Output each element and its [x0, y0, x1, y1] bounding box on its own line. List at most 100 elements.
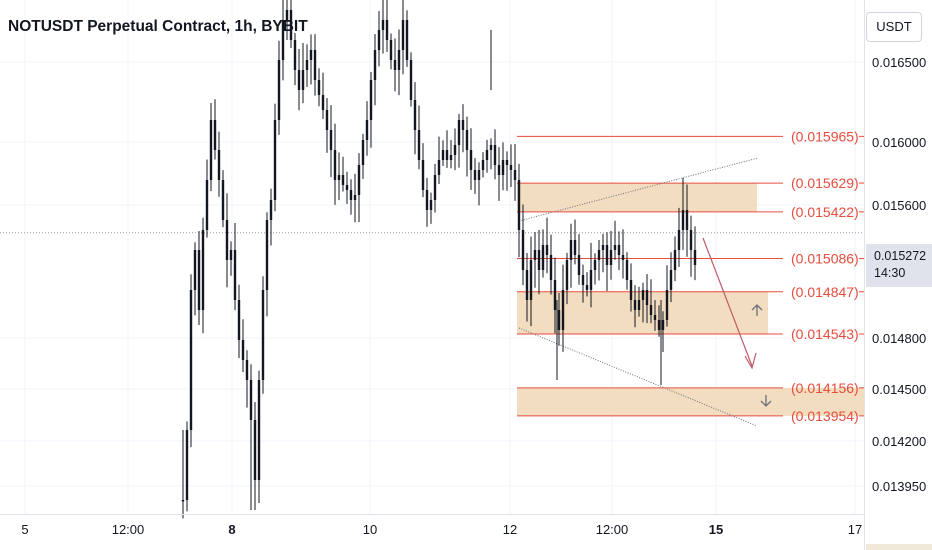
candle-body — [461, 120, 465, 130]
candle-body — [389, 40, 393, 60]
x-tick-label: 8 — [228, 522, 235, 537]
bar-countdown: 14:30 — [874, 266, 906, 280]
candle-body — [277, 60, 281, 120]
candle-body — [493, 145, 497, 165]
candle-body — [397, 50, 401, 70]
candle-body — [441, 150, 445, 160]
candle-body — [673, 250, 677, 270]
candle-body — [585, 285, 589, 290]
x-tick-label: 17 — [848, 522, 862, 537]
level-lines — [517, 135, 864, 417]
down-arrow-icon — [760, 395, 772, 407]
candle-body — [265, 220, 269, 290]
x-tick-label: 12 — [503, 522, 517, 537]
chart-title: NOTUSDT Perpetual Contract, 1h, BYBIT — [8, 18, 308, 35]
candle-body — [629, 280, 633, 300]
candle-body — [625, 260, 629, 280]
candle-body — [513, 170, 517, 180]
candle-body — [565, 260, 569, 290]
candle-body — [669, 270, 673, 290]
x-tick-label: 12:00 — [112, 522, 145, 537]
last-price-tag: 0.015272 14:30 — [866, 244, 932, 287]
candle-body — [445, 150, 449, 160]
candle-body — [613, 245, 617, 250]
candle-body — [581, 275, 585, 285]
candle-body — [677, 230, 681, 250]
candle-body — [305, 60, 309, 70]
corner-marker — [866, 544, 932, 550]
candle-body — [341, 175, 345, 185]
candle-body — [273, 120, 277, 200]
level-label: (0.015629) — [791, 175, 859, 191]
candle-body — [353, 195, 357, 200]
candle-body — [413, 100, 417, 130]
candle-body — [633, 300, 637, 310]
y-tick-label: 0.014500 — [872, 382, 926, 397]
y-tick-label: 0.013950 — [872, 479, 926, 494]
candle-body — [409, 60, 413, 100]
candle-body — [357, 165, 361, 195]
up-arrow-icon — [751, 304, 763, 316]
candle-body — [569, 240, 573, 260]
level-label: (0.014543) — [791, 326, 859, 342]
candle-body — [469, 150, 473, 170]
y-tick-label: 0.016500 — [872, 55, 926, 70]
candle-body — [525, 270, 529, 300]
candle-body — [693, 250, 697, 265]
candle-body — [385, 20, 389, 40]
candle-body — [349, 190, 353, 200]
candle-body — [281, 20, 285, 60]
x-tick-label: 5 — [21, 522, 28, 537]
x-axis: 5 12:00 8 10 12 12:00 15 17 — [21, 522, 862, 537]
candle-body — [505, 160, 509, 165]
candle-body — [509, 165, 513, 170]
candle-body — [593, 260, 597, 270]
candle-body — [241, 340, 245, 360]
x-tick-label: 12:00 — [596, 522, 629, 537]
candle-body — [689, 230, 693, 250]
candle-body — [401, 20, 405, 50]
candle-body — [473, 170, 477, 180]
level-label: (0.015422) — [791, 204, 859, 220]
time-axis-divider — [0, 514, 864, 515]
last-price-value: 0.015272 — [874, 249, 927, 263]
candle-body — [269, 200, 273, 220]
candle-body — [533, 250, 537, 260]
currency-unit-button[interactable]: USDT — [866, 12, 922, 42]
candle-body — [661, 320, 665, 330]
candle-body — [537, 250, 541, 270]
y-tick-label: 0.015600 — [872, 198, 926, 213]
candle-body — [313, 50, 317, 80]
candle-body — [549, 255, 553, 280]
candle-body — [309, 50, 313, 60]
supply-demand-zone — [517, 387, 864, 416]
annotation-arrows — [702, 237, 772, 407]
candle-body — [365, 120, 369, 140]
candle-body — [301, 70, 305, 90]
candle-body — [497, 165, 501, 175]
candle-body — [529, 260, 533, 300]
candle-body — [573, 240, 577, 255]
candle-body — [685, 210, 689, 230]
price-chart[interactable]: (0.015965) (0.015629) (0.015422) (0.015086)… — [0, 0, 864, 550]
candle-body — [453, 145, 457, 155]
candle-body — [205, 180, 209, 230]
candle-body — [605, 245, 609, 265]
candle-body — [545, 245, 549, 255]
x-tick-label: 15 — [709, 522, 723, 537]
level-label: (0.015086) — [791, 251, 859, 267]
candle-body — [645, 290, 649, 305]
candle-body — [481, 160, 485, 170]
price-axis[interactable]: 0.016500 0.016000 0.015600 0.014800 0.014500… — [864, 0, 932, 550]
candle-body — [477, 170, 481, 180]
axis-divider — [864, 0, 865, 550]
candle-body — [317, 80, 321, 95]
candle-body — [553, 280, 557, 310]
candle-body — [429, 200, 433, 210]
candle-body — [197, 250, 201, 310]
y-tick-label: 0.016000 — [872, 135, 926, 150]
candle-body — [589, 270, 593, 290]
candle-body — [653, 315, 657, 320]
candle-body — [465, 130, 469, 150]
candle-body — [609, 250, 613, 265]
